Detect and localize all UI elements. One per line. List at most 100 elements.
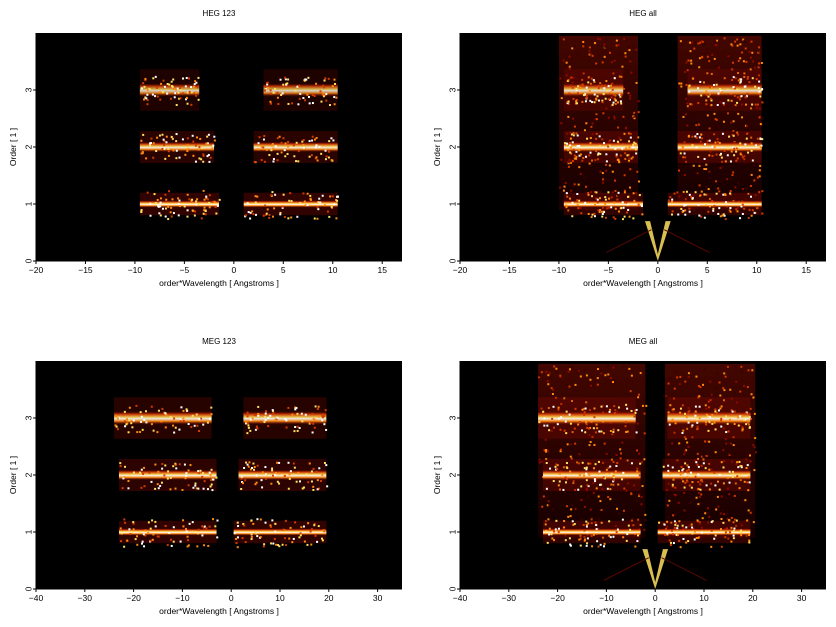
noise-pixel xyxy=(746,464,749,467)
noise-pixel xyxy=(319,90,322,93)
noise-pixel xyxy=(711,154,714,157)
noise-pixel xyxy=(684,437,687,440)
noise-pixel xyxy=(607,85,610,88)
noise-pixel xyxy=(155,150,158,153)
noise-pixel xyxy=(294,521,297,524)
noise-pixel xyxy=(299,202,302,205)
noise-pixel xyxy=(592,492,595,495)
noise-pixel xyxy=(576,145,579,148)
noise-pixel xyxy=(625,201,628,204)
noise-pixel xyxy=(707,210,710,213)
noise-pixel xyxy=(330,137,333,140)
plot-area xyxy=(538,363,757,589)
noise-pixel xyxy=(124,521,127,524)
noise-pixel xyxy=(629,94,632,97)
noise-pixel xyxy=(286,82,289,85)
noise-pixel xyxy=(758,74,761,77)
noise-pixel xyxy=(700,493,703,496)
band-order-1 xyxy=(118,528,217,536)
noise-pixel xyxy=(573,183,576,186)
noise-pixel xyxy=(599,497,602,500)
noise-pixel xyxy=(288,477,291,480)
noise-pixel xyxy=(639,523,642,526)
noise-pixel xyxy=(568,385,571,388)
noise-pixel xyxy=(692,209,695,212)
x-axis-label: order*Wavelength [ Angstroms ] xyxy=(583,278,703,288)
noise-pixel xyxy=(603,179,606,182)
noise-pixel xyxy=(607,496,610,499)
noise-pixel xyxy=(729,210,732,213)
noise-pixel xyxy=(723,214,726,217)
noise-pixel xyxy=(321,194,324,197)
noise-pixel xyxy=(132,528,135,531)
noise-pixel xyxy=(748,81,751,84)
noise-pixel xyxy=(539,498,542,501)
noise-pixel xyxy=(541,505,544,508)
noise-pixel xyxy=(749,68,752,71)
noise-pixel xyxy=(758,191,761,194)
noise-pixel xyxy=(206,198,209,201)
noise-pixel xyxy=(667,482,670,485)
noise-pixel xyxy=(570,504,573,507)
noise-pixel xyxy=(206,142,209,145)
noise-pixel xyxy=(745,137,748,140)
noise-pixel xyxy=(758,90,761,93)
noise-pixel xyxy=(284,85,287,88)
noise-pixel xyxy=(726,517,729,520)
noise-pixel xyxy=(270,542,273,545)
noise-pixel xyxy=(751,209,754,212)
noise-pixel xyxy=(123,465,126,468)
noise-pixel xyxy=(581,461,584,464)
noise-pixel xyxy=(264,213,267,216)
noise-pixel xyxy=(708,197,711,200)
noise-pixel xyxy=(751,77,754,80)
noise-pixel xyxy=(154,520,157,523)
noise-pixel xyxy=(748,454,751,457)
noise-pixel xyxy=(324,149,327,152)
noise-pixel xyxy=(123,410,126,413)
diffraction-streak xyxy=(661,557,707,581)
noise-pixel xyxy=(713,537,716,540)
noise-pixel xyxy=(547,383,550,386)
noise-pixel xyxy=(553,426,556,429)
noise-pixel xyxy=(628,159,631,162)
noise-pixel xyxy=(683,491,686,494)
noise-pixel xyxy=(717,140,720,143)
noise-pixel xyxy=(254,195,257,198)
noise-pixel xyxy=(579,153,582,156)
noise-pixel xyxy=(584,431,587,434)
noise-pixel xyxy=(208,160,211,163)
noise-pixel xyxy=(319,201,322,204)
noise-pixel xyxy=(259,518,262,521)
noise-pixel xyxy=(685,526,688,529)
noise-pixel xyxy=(597,87,600,90)
y-axis-label: Order [ 1 ] xyxy=(8,128,18,166)
noise-pixel xyxy=(247,426,250,429)
noise-pixel xyxy=(162,79,165,82)
noise-pixel xyxy=(632,524,635,527)
noise-pixel xyxy=(141,428,144,431)
noise-pixel xyxy=(156,431,159,434)
noise-pixel xyxy=(185,527,188,530)
noise-pixel xyxy=(632,192,635,195)
noise-pixel xyxy=(589,462,592,465)
noise-pixel xyxy=(161,407,164,410)
noise-pixel xyxy=(705,168,708,171)
noise-pixel xyxy=(244,541,247,544)
noise-pixel xyxy=(599,209,602,212)
noise-pixel xyxy=(745,423,748,426)
noise-pixel xyxy=(697,458,700,461)
noise-pixel xyxy=(716,372,719,375)
noise-pixel xyxy=(716,536,719,539)
noise-pixel xyxy=(564,539,567,542)
noise-pixel xyxy=(633,117,636,120)
noise-pixel xyxy=(276,461,279,464)
noise-pixel xyxy=(758,46,761,49)
noise-pixel xyxy=(144,410,147,413)
noise-pixel xyxy=(141,152,144,155)
noise-pixel xyxy=(595,479,598,482)
noise-pixel xyxy=(584,201,587,204)
noise-pixel xyxy=(317,525,320,528)
noise-pixel xyxy=(698,57,701,60)
noise-pixel xyxy=(596,64,599,67)
